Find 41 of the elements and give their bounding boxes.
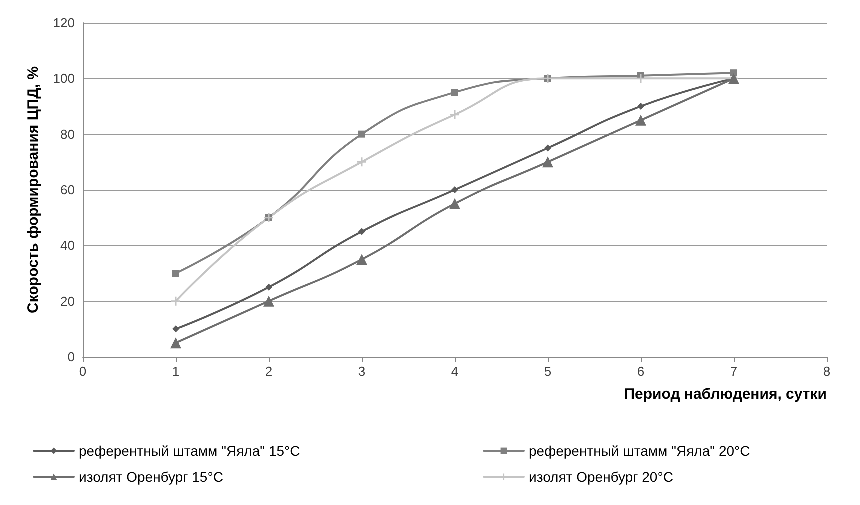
point	[544, 144, 552, 152]
point	[542, 156, 554, 168]
point	[170, 338, 182, 349]
point	[450, 198, 460, 210]
x-axis-title: Период наблюдения, сутки	[624, 386, 827, 403]
y-tick-label: 120	[53, 16, 75, 30]
point	[356, 254, 368, 266]
y-tick-label: 0	[68, 350, 75, 364]
y-tick-label: 20	[60, 294, 75, 309]
point	[172, 296, 180, 306]
x-tick-label: 8	[823, 364, 831, 379]
y-tick-label: 80	[60, 126, 75, 142]
point	[450, 110, 460, 120]
y-axis-title: Скорость формирования ЦПД, %	[25, 66, 42, 314]
point	[358, 228, 366, 236]
point	[636, 114, 646, 126]
y-tick-label: 40	[60, 238, 75, 254]
legend-label: референтный штамм "Яяла" 20°C	[529, 443, 750, 459]
y-tick-label: 60	[60, 182, 75, 198]
point	[636, 74, 646, 84]
x-tick-label: 7	[730, 364, 738, 379]
point	[172, 270, 180, 277]
point	[266, 284, 272, 291]
point	[452, 186, 458, 194]
legend-label: референтный штамм "Яяла" 15°C	[79, 443, 300, 459]
point	[172, 326, 180, 333]
x-tick-label: 4	[451, 364, 459, 379]
legend-label: изолят Оренбург 15°C	[79, 469, 224, 485]
x-tick-label: 3	[358, 364, 366, 379]
point	[638, 103, 644, 110]
x-tick-label: 2	[265, 364, 273, 379]
legend-label: изолят Оренбург 20°C	[529, 469, 674, 485]
x-tick-label: 0	[79, 364, 87, 379]
point	[358, 130, 366, 138]
x-tick-label: 5	[544, 364, 552, 379]
x-tick-label: 1	[172, 364, 180, 379]
x-tick-label: 6	[637, 364, 645, 379]
point	[264, 296, 274, 307]
y-tick-label: 100	[53, 71, 75, 86]
point	[358, 158, 366, 167]
point	[452, 89, 458, 96]
